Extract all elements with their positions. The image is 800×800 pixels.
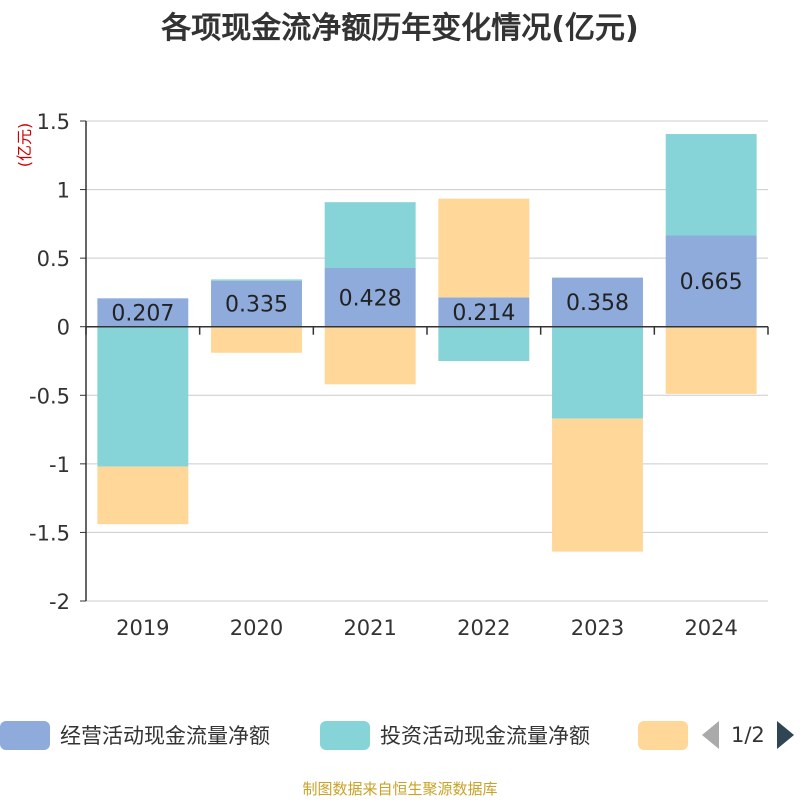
y-axis-unit-label: (亿元) xyxy=(15,123,34,168)
bars-layer xyxy=(97,134,757,552)
chart-title: 各项现金流净额历年变化情况(亿元) xyxy=(160,11,638,46)
x-tick-label-2019: 2019 xyxy=(116,616,169,640)
x-tick-label-2024: 2024 xyxy=(684,616,737,640)
x-tick-label-2022: 2022 xyxy=(457,616,510,640)
bar-investing-2023[interactable] xyxy=(552,326,643,419)
y-tick-label-5: -1 xyxy=(49,453,70,477)
grid-layer xyxy=(86,120,768,602)
y-tick-label-4: -0.5 xyxy=(29,384,70,408)
legend-pager: 1/2 xyxy=(702,717,794,753)
x-tick-label-2023: 2023 xyxy=(571,616,624,640)
bar-operating-2019[interactable] xyxy=(97,298,189,327)
legend-swatch-operating xyxy=(0,720,50,750)
bar-operating-2020[interactable] xyxy=(211,280,302,327)
x-tick-label-2020: 2020 xyxy=(230,616,283,640)
y-tick-label-7: -2 xyxy=(49,590,70,614)
chart-canvas: 各项现金流净额历年变化情况(亿元) (亿元) 1.5 1 0.5 0 -0.5 -1 -1.… xyxy=(15,11,769,640)
bar-operating-2022[interactable] xyxy=(438,297,530,327)
bar-operating-2024[interactable] xyxy=(665,235,757,327)
y-tick-label-1: 1 xyxy=(57,179,70,203)
bar-investing-2021[interactable] xyxy=(324,202,416,269)
y-tick-label-0: 1.5 xyxy=(37,110,70,134)
bar-financing-2021[interactable] xyxy=(324,326,416,385)
y-tick-label-3: 0 xyxy=(57,316,70,340)
data-label-operating-2020: 0.335 xyxy=(225,293,288,318)
y-tick-label-6: -1.5 xyxy=(29,521,70,545)
data-label-operating-2022: 0.214 xyxy=(452,301,515,326)
bar-investing-2024[interactable] xyxy=(665,134,757,236)
labels-layer: 0.207 0.335 0.428 0.214 0.358 0.665 xyxy=(111,270,742,326)
legend-item-financing[interactable] xyxy=(638,717,698,753)
bar-investing-2020[interactable] xyxy=(211,279,302,281)
y-tick-label-2: 0.5 xyxy=(37,247,70,271)
legend-label-investing: 投资活动现金流量净额 xyxy=(380,724,590,748)
legend-label-operating: 经营活动现金流量净额 xyxy=(60,724,270,748)
data-label-operating-2024: 0.665 xyxy=(680,270,743,295)
bar-financing-2022[interactable] xyxy=(438,198,530,298)
legend-prev-page-icon[interactable] xyxy=(702,721,719,749)
legend-swatch-financing xyxy=(638,720,688,750)
bar-investing-2022[interactable] xyxy=(438,326,530,361)
bar-operating-2021[interactable] xyxy=(324,268,416,327)
data-label-operating-2023: 0.358 xyxy=(566,291,629,316)
data-label-operating-2019: 0.207 xyxy=(111,302,174,327)
bar-operating-2023[interactable] xyxy=(552,277,643,327)
x-tick-label-2021: 2021 xyxy=(343,616,396,640)
data-label-operating-2021: 0.428 xyxy=(339,286,402,311)
legend-item-investing[interactable]: 投资活动现金流量净额 xyxy=(320,717,590,753)
legend-item-operating[interactable]: 经营活动现金流量净额 xyxy=(0,717,270,753)
legend-page-indicator: 1/2 xyxy=(731,723,765,747)
legend-swatch-investing xyxy=(320,720,370,750)
legend-next-page-icon[interactable] xyxy=(776,721,794,749)
bar-investing-2019[interactable] xyxy=(97,326,189,467)
axis-layer: 1.5 1 0.5 0 -0.5 -1 -1.5 -2 2019 2020 2021 2022 2023… xyxy=(29,110,769,640)
data-source-note: 制图数据来自恒生聚源数据库 xyxy=(302,780,498,798)
bar-financing-2020[interactable] xyxy=(211,326,302,353)
bar-financing-2023[interactable] xyxy=(552,418,643,552)
legend: 经营活动现金流量净额 投资活动现金流量净额 1/2 xyxy=(0,717,800,753)
bar-financing-2024[interactable] xyxy=(665,326,757,394)
bar-financing-2019[interactable] xyxy=(97,466,189,525)
